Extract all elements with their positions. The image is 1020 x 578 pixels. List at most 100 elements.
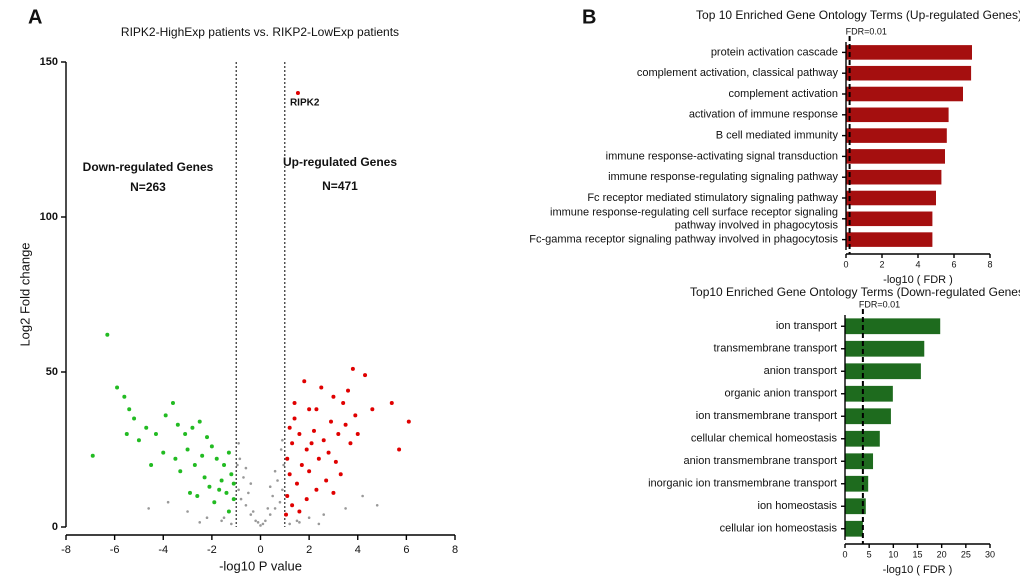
point <box>186 510 189 513</box>
point <box>279 448 283 451</box>
point <box>122 394 127 399</box>
point <box>341 401 346 405</box>
category-label: cellular chemical homeostasis <box>691 433 838 445</box>
point <box>226 450 231 455</box>
point <box>350 366 355 371</box>
point <box>273 507 277 510</box>
x-tick-label: 4 <box>915 259 920 269</box>
highlight-point <box>295 91 300 95</box>
point <box>295 519 299 523</box>
point <box>321 438 326 443</box>
category-label: immune response-activating signal transd… <box>606 150 838 162</box>
point <box>309 441 314 446</box>
x-tick-label: 8 <box>452 544 458 556</box>
point <box>247 491 250 495</box>
point <box>375 504 379 507</box>
point <box>316 456 321 461</box>
point <box>281 438 284 442</box>
point <box>273 469 277 473</box>
bar <box>846 149 945 164</box>
point <box>195 494 200 498</box>
point <box>363 373 368 378</box>
bar <box>846 65 972 81</box>
point <box>163 413 168 418</box>
point <box>297 432 302 436</box>
bar <box>845 498 866 515</box>
y-tick-label: 0 <box>52 521 58 533</box>
point <box>251 510 255 513</box>
chart-title: Top 10 Enriched Gene Ontology Terms (Up-… <box>696 8 1020 22</box>
point <box>288 522 291 526</box>
x-tick-label: 15 <box>912 549 922 559</box>
chart-title: Top10 Enriched Gene Ontology Terms (Down… <box>690 285 1020 299</box>
point <box>239 497 243 501</box>
point <box>136 438 141 443</box>
x-tick-label: 0 <box>842 549 847 559</box>
bar <box>845 520 863 537</box>
point <box>287 472 292 477</box>
point <box>268 513 272 516</box>
point <box>348 441 353 446</box>
point <box>311 428 316 433</box>
bar <box>845 408 891 425</box>
point <box>304 497 309 502</box>
point <box>331 394 336 399</box>
point <box>238 457 242 461</box>
point <box>326 450 331 455</box>
point <box>324 478 329 483</box>
y-tick-label: 50 <box>46 366 58 378</box>
x-tick-label: 4 <box>355 544 361 556</box>
bar <box>845 385 893 402</box>
x-tick-label: 30 <box>985 549 995 559</box>
bar <box>845 363 921 380</box>
point <box>105 332 110 337</box>
annotation: Up-regulated Genes <box>283 155 397 169</box>
y-tick-label: 100 <box>40 211 58 223</box>
highlight-label: RIPK2 <box>290 98 320 109</box>
point <box>207 484 212 489</box>
point <box>187 490 192 495</box>
category-label: complement activation <box>729 88 838 100</box>
point <box>200 453 205 458</box>
x-tick-label: -8 <box>61 544 71 556</box>
point <box>261 522 265 526</box>
point <box>370 407 375 412</box>
point <box>219 478 224 483</box>
x-axis-label: -log10 ( FDR ) <box>883 274 953 286</box>
x-tick-label: 20 <box>937 549 947 559</box>
point <box>282 463 285 467</box>
annotation: N=471 <box>322 179 358 193</box>
point <box>264 519 267 523</box>
point <box>290 503 295 508</box>
bar <box>846 128 947 143</box>
category-label: complement activation, classical pathway <box>637 67 839 79</box>
threshold-label: FDR=0.01 <box>859 299 900 309</box>
point <box>249 513 253 516</box>
point <box>333 459 338 464</box>
point <box>292 416 297 421</box>
category-label: protein activation cascade <box>711 46 838 58</box>
category-label: ion homeostasis <box>758 500 838 512</box>
bar <box>846 190 936 206</box>
chart-title: RIPK2-HighExp patients vs. RIKP2-LowExp … <box>121 25 399 39</box>
category-label: B cell mediated immunity <box>716 130 839 142</box>
category-label: inorganic ion transmembrane transport <box>648 478 837 490</box>
x-tick-label: 8 <box>987 259 992 269</box>
bar <box>846 211 933 227</box>
point <box>338 472 343 477</box>
x-tick-label: -2 <box>207 544 217 556</box>
point <box>287 425 292 430</box>
point <box>226 509 231 514</box>
point <box>124 432 129 436</box>
point <box>276 479 279 482</box>
point <box>336 432 341 436</box>
point <box>346 388 351 393</box>
point <box>268 485 272 489</box>
point <box>144 425 149 430</box>
category-label: activation of immune response <box>689 109 838 121</box>
point <box>205 435 210 440</box>
x-tick-label: -4 <box>158 544 168 556</box>
point <box>224 490 229 495</box>
panel-label: B <box>582 6 596 28</box>
point <box>161 450 166 455</box>
